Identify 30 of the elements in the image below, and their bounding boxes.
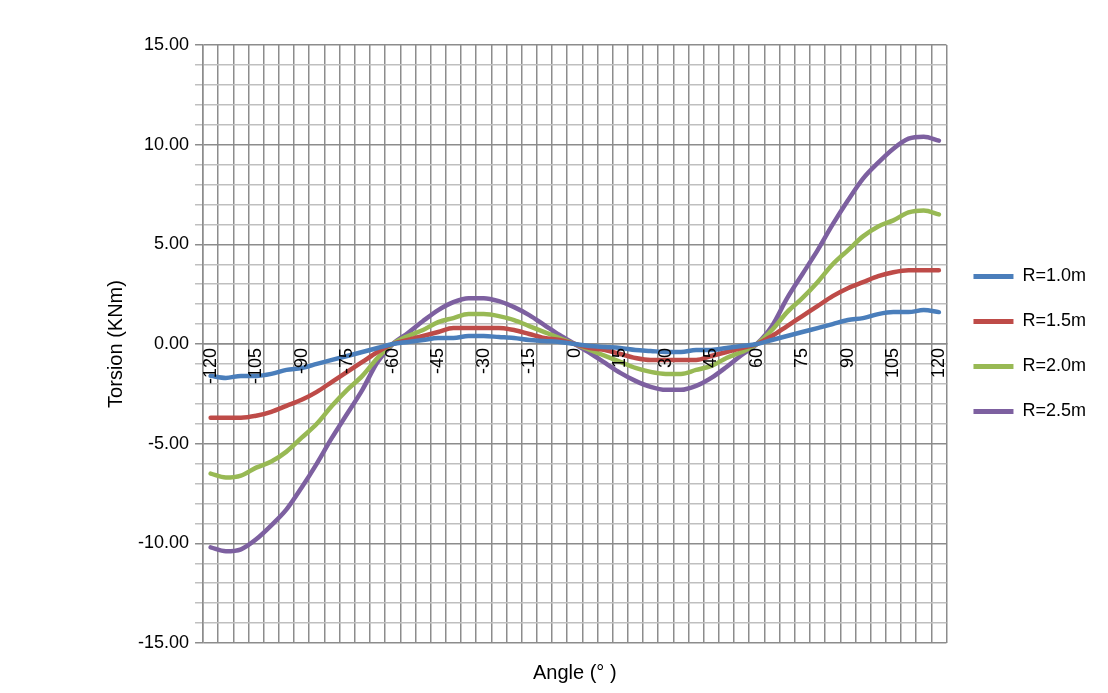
x-tick-label: -75 bbox=[336, 348, 357, 375]
x-tick-label: -105 bbox=[245, 348, 266, 385]
y-tick-label: 0.00 bbox=[153, 332, 190, 353]
x-tick-label: -90 bbox=[290, 348, 311, 375]
y-tick-label: -15.00 bbox=[137, 631, 190, 652]
x-tick-label: 15 bbox=[609, 348, 630, 369]
y-tick-label: -10.00 bbox=[137, 532, 190, 553]
legend-label: R=2.5m bbox=[1022, 400, 1086, 421]
y-tick-label: 5.00 bbox=[153, 233, 190, 254]
legend-label: R=1.5m bbox=[1022, 310, 1086, 331]
legend-label: R=1.0m bbox=[1022, 265, 1086, 286]
x-tick-label: 30 bbox=[654, 348, 675, 369]
x-tick-label: 60 bbox=[745, 348, 766, 369]
x-tick-label: 75 bbox=[791, 348, 812, 369]
x-tick-label: -120 bbox=[199, 348, 220, 385]
x-tick-label: -15 bbox=[518, 348, 539, 375]
y-axis-title: Torsion (KNm) bbox=[103, 280, 126, 408]
x-axis-title: Angle (° ) bbox=[532, 660, 617, 683]
x-tick-label: -45 bbox=[427, 348, 448, 375]
x-tick-label: 0 bbox=[563, 348, 584, 359]
y-tick-label: -5.00 bbox=[148, 432, 190, 453]
x-tick-label: 90 bbox=[836, 348, 857, 369]
y-tick-label: 10.00 bbox=[143, 133, 190, 154]
legend-label: R=2.0m bbox=[1022, 355, 1086, 376]
y-tick-label: 15.00 bbox=[143, 33, 190, 54]
x-tick-label: 45 bbox=[700, 348, 721, 369]
x-tick-label: -60 bbox=[381, 348, 402, 375]
x-tick-label: 120 bbox=[927, 348, 948, 379]
x-tick-label: -30 bbox=[472, 348, 493, 375]
x-tick-label: 105 bbox=[882, 348, 903, 379]
